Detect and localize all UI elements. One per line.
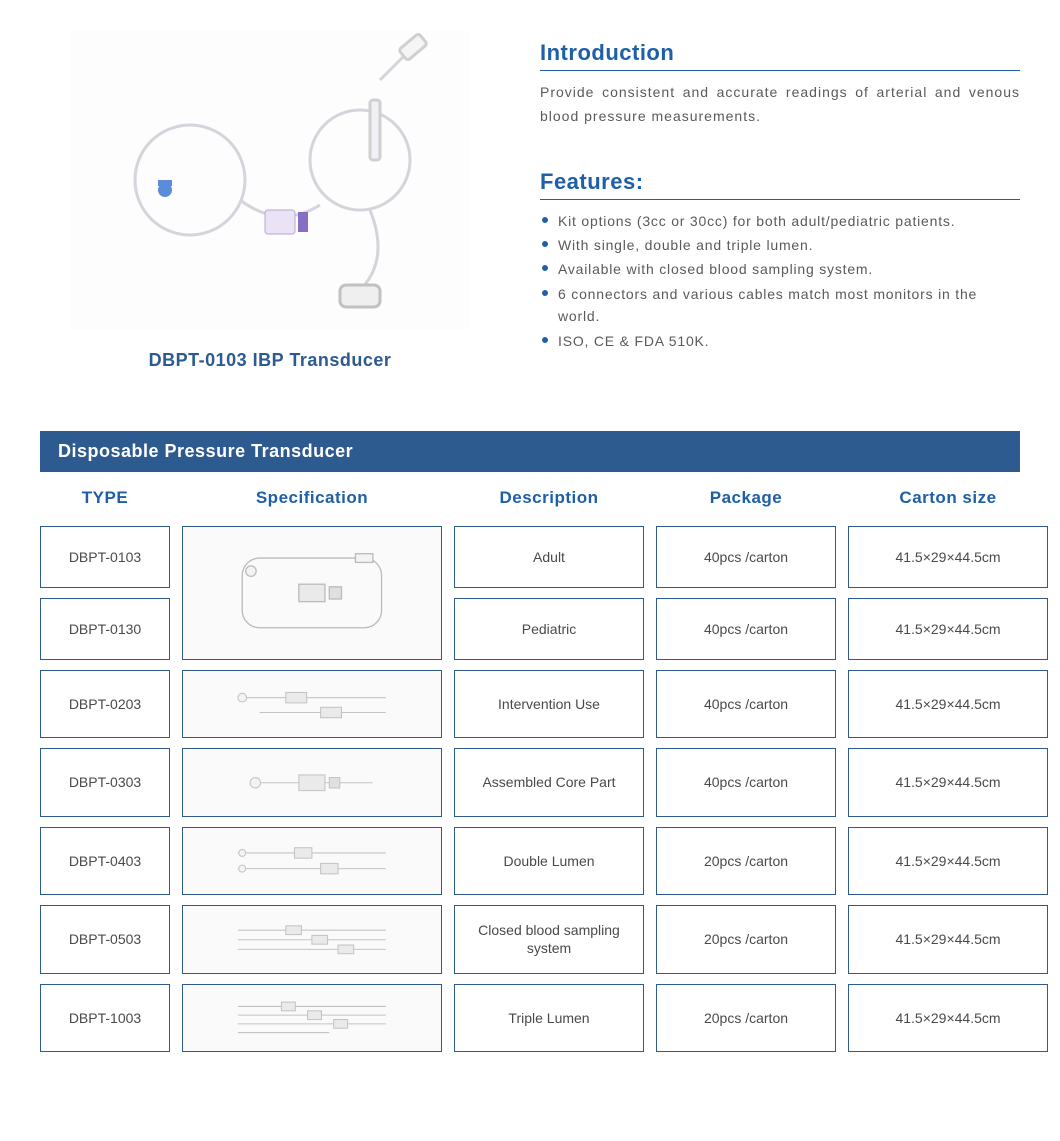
table-row-carton: 41.5×29×44.5cm bbox=[848, 526, 1048, 588]
col-header-desc: Description bbox=[454, 482, 644, 516]
table-row-desc: Double Lumen bbox=[454, 827, 644, 895]
table-row-desc: Triple Lumen bbox=[454, 984, 644, 1052]
spec-diagram-icon bbox=[203, 996, 421, 1040]
table-row-carton: 41.5×29×44.5cm bbox=[848, 827, 1048, 895]
table-row-type: DBPT-0103 bbox=[40, 526, 170, 588]
features-list: Kit options (3cc or 30cc) for both adult… bbox=[540, 210, 1020, 352]
table-row-type: DBPT-0203 bbox=[40, 670, 170, 738]
table-row-spec bbox=[182, 670, 442, 738]
table-row-carton: 41.5×29×44.5cm bbox=[848, 984, 1048, 1052]
info-area: Introduction Provide consistent and accu… bbox=[540, 30, 1020, 371]
table-row-type: DBPT-0130 bbox=[40, 598, 170, 660]
product-image-area: DBPT-0103 IBP Transducer bbox=[40, 30, 500, 371]
table-row-package: 20pcs /carton bbox=[656, 984, 836, 1052]
table-section: Disposable Pressure Transducer TYPE Spec… bbox=[40, 431, 1020, 1052]
table-row-package: 40pcs /carton bbox=[656, 526, 836, 588]
table-row-spec bbox=[182, 827, 442, 895]
table-row-carton: 41.5×29×44.5cm bbox=[848, 905, 1048, 973]
table-title: Disposable Pressure Transducer bbox=[40, 431, 1020, 472]
spec-table: TYPE Specification Description Package C… bbox=[40, 482, 1020, 1052]
col-header-spec: Specification bbox=[182, 482, 442, 516]
table-row-spec bbox=[182, 526, 442, 660]
table-row-type: DBPT-0503 bbox=[40, 905, 170, 973]
feature-item: Available with closed blood sampling sys… bbox=[540, 258, 1020, 280]
table-row-desc: Intervention Use bbox=[454, 670, 644, 738]
feature-item: ISO, CE & FDA 510K. bbox=[540, 330, 1020, 352]
table-row-package: 40pcs /carton bbox=[656, 598, 836, 660]
feature-item: With single, double and triple lumen. bbox=[540, 234, 1020, 256]
intro-text: Provide consistent and accurate readings… bbox=[540, 81, 1020, 129]
spec-diagram-icon bbox=[203, 839, 421, 883]
feature-item: Kit options (3cc or 30cc) for both adult… bbox=[540, 210, 1020, 232]
table-row-desc: Adult bbox=[454, 526, 644, 588]
product-caption: DBPT-0103 IBP Transducer bbox=[149, 350, 392, 371]
table-row-type: DBPT-0303 bbox=[40, 748, 170, 816]
col-header-carton: Carton size bbox=[848, 482, 1048, 516]
table-row-type: DBPT-1003 bbox=[40, 984, 170, 1052]
spec-diagram-icon bbox=[203, 761, 421, 805]
spec-diagram-icon bbox=[203, 918, 421, 962]
table-row-package: 20pcs /carton bbox=[656, 905, 836, 973]
table-row-type: DBPT-0403 bbox=[40, 827, 170, 895]
table-row-carton: 41.5×29×44.5cm bbox=[848, 748, 1048, 816]
table-row-spec bbox=[182, 748, 442, 816]
table-row-spec bbox=[182, 984, 442, 1052]
col-header-type: TYPE bbox=[40, 482, 170, 516]
transducer-illustration-icon bbox=[70, 30, 470, 330]
table-row-desc: Assembled Core Part bbox=[454, 748, 644, 816]
table-row-package: 40pcs /carton bbox=[656, 670, 836, 738]
table-row-carton: 41.5×29×44.5cm bbox=[848, 598, 1048, 660]
top-section: DBPT-0103 IBP Transducer Introduction Pr… bbox=[40, 30, 1020, 371]
intro-heading: Introduction bbox=[540, 40, 1020, 71]
product-image bbox=[70, 30, 470, 330]
table-row-spec bbox=[182, 905, 442, 973]
col-header-package: Package bbox=[656, 482, 836, 516]
table-row-desc: Pediatric bbox=[454, 598, 644, 660]
table-row-carton: 41.5×29×44.5cm bbox=[848, 670, 1048, 738]
table-row-package: 40pcs /carton bbox=[656, 748, 836, 816]
feature-item: 6 connectors and various cables match mo… bbox=[540, 283, 1020, 328]
table-row-package: 20pcs /carton bbox=[656, 827, 836, 895]
table-row-desc: Closed blood sampling system bbox=[454, 905, 644, 973]
features-heading: Features: bbox=[540, 169, 1020, 200]
spec-diagram-icon bbox=[203, 682, 421, 726]
spec-diagram-icon bbox=[203, 545, 421, 641]
